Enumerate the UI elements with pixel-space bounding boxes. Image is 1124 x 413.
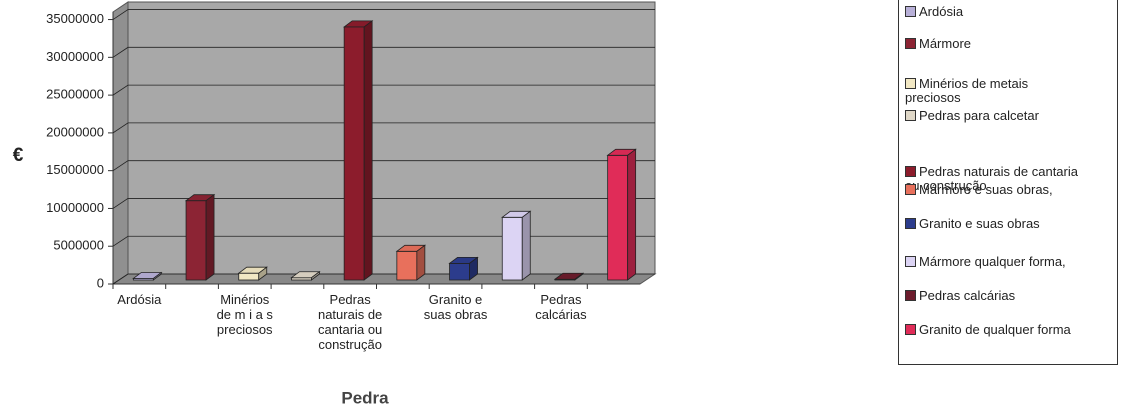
legend-label: Mármore e suas obras, (919, 182, 1053, 197)
legend-label: Minérios de metais preciosos (905, 76, 1029, 105)
legend-entry: Mármore qualquer forma, (905, 255, 1066, 269)
grid-line (112, 235, 655, 247)
legend: Ardósia Mármore Minérios de metais precios… (898, 0, 1118, 365)
x-tick-label: Pedras naturais de cantaria ou construçã… (317, 292, 383, 352)
bar-side (521, 210, 531, 281)
bar-side (416, 244, 426, 281)
bar-front (238, 272, 260, 281)
grid-line (112, 160, 655, 171)
y-tick-label: 35000000 (46, 11, 104, 26)
bar (237, 266, 268, 281)
bar-side (627, 148, 637, 281)
x-tick-label: Pedras calcárias (535, 292, 587, 322)
bar (342, 20, 374, 281)
bar-side (152, 271, 162, 281)
legend-label: Pedras para calcetar (919, 108, 1039, 123)
legend-label: Mármore (919, 36, 972, 51)
legend-marker (905, 324, 916, 335)
legend-entry: Pedras para calcetar (905, 109, 1039, 123)
grid-line (112, 122, 655, 134)
y-tick-label: 30000000 (46, 49, 104, 64)
bar (501, 210, 532, 281)
bar-front (501, 216, 523, 281)
bar-front (185, 200, 207, 281)
bar (132, 271, 163, 281)
legend-entry: Mármore (905, 37, 971, 51)
x-axis-label: Pedra (341, 388, 389, 407)
bar-front (396, 250, 418, 281)
legend-marker (905, 78, 916, 89)
legend-marker (905, 110, 916, 121)
y-tick-label: 20000000 (46, 124, 104, 139)
bar-side (574, 272, 584, 281)
legend-entry: Pedras calcárias (905, 289, 1015, 303)
legend-label: Pedras calcárias (919, 288, 1016, 303)
bar (290, 270, 321, 281)
bar-front (607, 154, 629, 281)
grid-line (112, 9, 655, 20)
y-axis-label: € (13, 145, 24, 166)
bar-front (449, 262, 470, 281)
x-tick-label: Ardósia (117, 292, 162, 307)
x-tick-label: Minérios de m i a s preciosos (216, 292, 273, 337)
bar-side (363, 20, 373, 281)
grid-line (112, 273, 655, 285)
legend-marker (905, 38, 916, 49)
legend-marker (905, 290, 916, 301)
y-tick-label: 15000000 (46, 162, 104, 177)
y-tick-label: 5000000 (53, 238, 104, 253)
bar-side (469, 256, 478, 281)
bar (184, 193, 216, 281)
legend-marker (905, 6, 916, 17)
bar (606, 148, 637, 281)
y-tick-label: 10000000 (46, 200, 104, 215)
legend-marker (905, 218, 916, 229)
grid-line (112, 198, 655, 209)
bar (448, 256, 479, 281)
bar (553, 272, 585, 281)
legend-entry: Granito e suas obras (905, 217, 1040, 231)
legend-label: Mármore qualquer forma, (919, 254, 1066, 269)
legend-entry: Ardósia (905, 5, 963, 19)
legend-entry: Mármore e suas obras, (905, 183, 1053, 197)
bar-side (205, 193, 215, 281)
x-tick-label: Granito e suas obras (423, 292, 488, 322)
legend-entry: Minérios de metais preciosos (905, 77, 1028, 105)
legend-label: Ardósia (919, 4, 964, 19)
legend-marker (905, 166, 916, 177)
grid-line (112, 46, 655, 58)
y-tick-label: 25000000 (46, 87, 104, 102)
grid-line (112, 84, 655, 96)
bar-side (311, 270, 320, 281)
bar (395, 244, 427, 281)
bar-front (343, 26, 365, 281)
legend-label: Granito de qualquer forma (919, 322, 1071, 337)
y-tick-label: 0 (97, 275, 104, 290)
legend-marker (905, 184, 916, 195)
legend-entry: Granito de qualquer forma (905, 323, 1071, 337)
bar-side (258, 266, 268, 281)
legend-label: Granito e suas obras (919, 216, 1040, 231)
legend-marker (905, 256, 916, 267)
